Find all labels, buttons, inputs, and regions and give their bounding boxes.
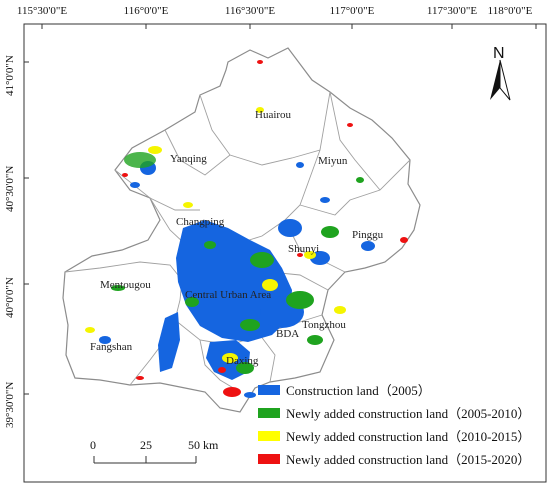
legend-label: Newly added construction land（2010-2015） [286,429,531,444]
latitude-tick: 40°0'0"N [4,277,16,318]
place-label-changping: Changping [176,216,225,228]
place-label-central-urban-area: Central Urban Area [185,289,271,301]
legend-item: Newly added construction land（2015-2020） [258,447,530,470]
longitude-tick: 116°30'0"E [224,5,276,17]
place-label-shunyi: Shunyi [288,243,319,255]
place-label-pinggu: Pinggu [352,229,384,241]
legend-swatch [258,384,280,395]
place-label-fangshan: Fangshan [90,341,133,353]
legend-item: Newly added construction land（2010-2015） [258,424,530,447]
legend-swatch [258,430,280,441]
longitude-tick: 115°30'0"E [16,5,68,17]
longitude-tick: 117°30'0"E [426,5,478,17]
scale-bar [93,456,197,464]
place-label-yanqing: Yanqing [170,153,207,165]
legend-item: Newly added construction land（2005-2010） [258,401,530,424]
scale-label: 25 [140,438,152,452]
longitude-tick: 116°0'0"E [123,5,169,17]
legend-swatch [258,407,280,418]
legend-swatch [258,453,280,464]
north-arrow-label: N [493,45,505,62]
legend-label: Newly added construction land（2015-2020） [286,452,531,467]
place-label-huairou: Huairou [255,109,292,121]
legend-label: Construction land（2005） [286,383,431,398]
legend-item: Construction land（2005） [258,378,530,401]
latitude-tick: 39°30'0"N [4,381,16,428]
scale-label: 0 [90,438,96,452]
longitude-tick: 117°0'0"E [329,5,375,17]
place-label-daxing: Daxing [226,355,259,367]
latitude-tick: 40°30'0"N [4,165,16,212]
legend: Construction land（2005） Newly added cons… [258,378,530,470]
place-label-mentougou: Mentougou [100,279,151,291]
place-label-tongzhou: Tongzhou [302,319,346,331]
latitude-tick: 41°0'0"N [4,55,16,96]
longitude-tick: 118°0'0"E [487,5,533,17]
legend-label: Newly added construction land（2005-2010） [286,406,531,421]
place-label-miyun: Miyun [318,155,348,167]
beijing-boundary [62,47,421,413]
north-arrow-icon [490,59,511,101]
scale-label: 50 km [188,438,219,452]
place-label-bda: BDA [276,328,299,340]
